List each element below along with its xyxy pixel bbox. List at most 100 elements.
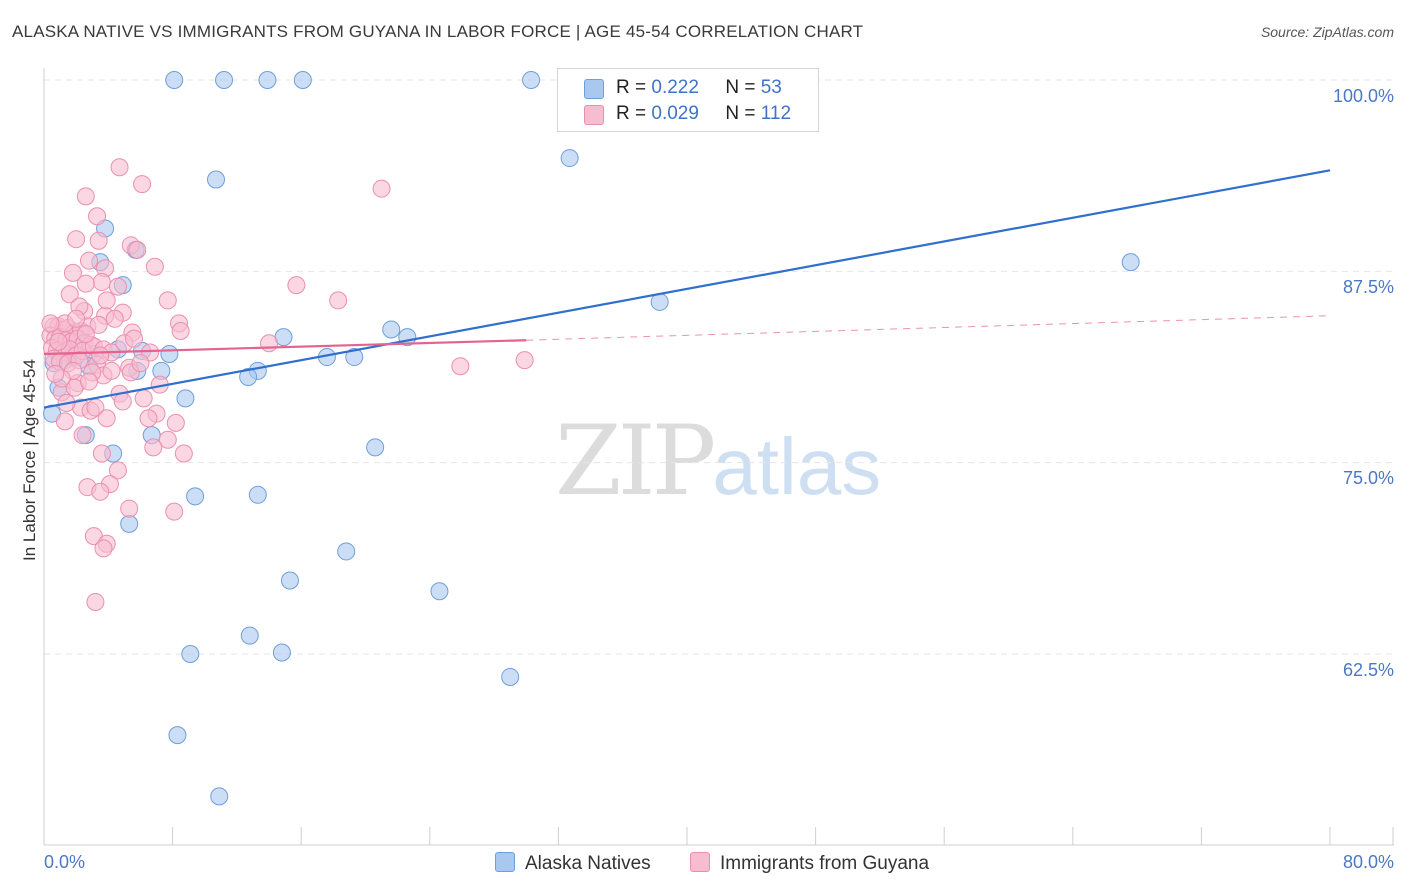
guyana-point [329,291,348,310]
guyana-point [108,461,127,480]
alaska-native-point [239,367,258,386]
guyana-trend-extension [526,315,1331,341]
guyana-point [110,158,129,177]
alaska-native-point [215,71,234,89]
guyana-point [139,409,158,428]
guyana-point [158,291,177,310]
guyana-point [63,263,82,282]
alaska-native-point [168,726,187,745]
y-tick-label-100: 100.0% [1332,86,1394,106]
alaska-native-point [165,71,184,89]
guyana-point [372,179,391,198]
alaska-native-point [120,514,139,533]
alaska-native-point [1121,253,1140,272]
guyana-point [91,346,110,365]
guyana-point [88,207,107,226]
guyana-point [158,430,177,449]
alaska-native-point [280,571,299,590]
legend-item-alaska-natives: Alaska Natives [495,852,651,875]
guyana-point [67,309,86,328]
guyana-point [105,309,124,328]
guyana-point [46,364,65,383]
guyana-point [89,231,108,250]
alaska-native-point [272,643,291,662]
guyana-point [73,426,92,445]
guyana-point [76,187,95,206]
alaska-native-point [345,348,364,367]
guyana-point [41,314,60,333]
guyana-point [451,357,470,376]
legend-n-label: N = [725,103,756,124]
guyana-point [131,354,150,373]
guyana-point [49,332,68,351]
guyana-point [174,444,193,463]
guyana-point [125,329,144,348]
guyana-point [133,175,152,194]
alaska-native-point [176,389,195,408]
guyana-point [166,413,185,432]
guyana-point [60,285,79,304]
legend-swatch-blue [584,79,604,99]
alaska-native-point [293,71,312,89]
guyana-point [113,392,132,411]
y-tick-label-87-5: 87.5% [1342,277,1394,297]
guyana-point [108,277,127,296]
alaska-native-point [522,71,541,89]
alaska-native-point [210,787,229,806]
legend-label-alaska-natives: Alaska Natives [525,853,651,874]
alaska-native-point [258,71,277,89]
alaska-native-point [248,485,267,504]
guyana-point [134,389,153,408]
guyana-point [120,499,139,518]
alaska-native-point [186,487,205,506]
guyana-point [287,276,306,295]
guyana-point [515,351,534,370]
legend-swatch-pink [584,105,604,125]
alaska-native-point [430,582,449,601]
legend-swatch-blue [495,852,515,872]
guyana-point [91,482,110,501]
chart-title: ALASKA NATIVE VS IMMIGRANTS FROM GUYANA … [12,22,864,41]
guyana-point [86,592,105,611]
alaska-native-point [181,645,200,663]
guyana-point [92,444,111,463]
guyana-point [80,251,99,270]
guyana-point [76,325,95,344]
guyana-point [67,230,86,249]
alaska-native-point [560,149,579,168]
legend-label-guyana: Immigrants from Guyana [720,853,930,874]
legend-r-label: R = [616,77,647,98]
guyana-point [89,315,108,334]
guyana-point [260,334,279,353]
alaska-native-point [382,320,401,339]
legend-n-value: 112 [760,103,792,124]
guyana-point [55,412,74,431]
correlation-legend: R = 0.222 N = 53 R = 0.029 N = 112 [557,68,819,132]
y-tick-label-62-5: 62.5% [1342,660,1394,680]
guyana-point [92,273,111,292]
alaska-native-point [160,344,179,363]
guyana-trend-line [43,339,527,356]
alaska-native-point [207,170,226,189]
alaska-natives-trend-line [43,169,1331,409]
legend-n-label: N = [725,77,756,98]
alaska-native-point [501,667,520,686]
y-tick-label-75: 75.0% [1342,468,1394,488]
guyana-point [144,438,163,457]
alaska-native-point [366,438,385,457]
source-credit: Source: ZipAtlas.com [1260,24,1394,40]
legend-item-guyana: Immigrants from Guyana [690,852,929,875]
guyana-point [102,361,121,380]
guyana-point [94,539,113,558]
guyana-point [97,409,116,428]
legend-r-label: R = [616,103,647,124]
guyana-point [171,322,190,341]
legend-r-value: 0.222 [651,77,699,98]
guyana-point [165,502,184,521]
legend-n-value: 53 [760,77,782,98]
guyana-point [128,240,147,259]
guyana-point [80,372,99,391]
guyana-point [76,274,95,293]
legend-swatch-pink [690,852,710,872]
guyana-point [97,291,116,310]
